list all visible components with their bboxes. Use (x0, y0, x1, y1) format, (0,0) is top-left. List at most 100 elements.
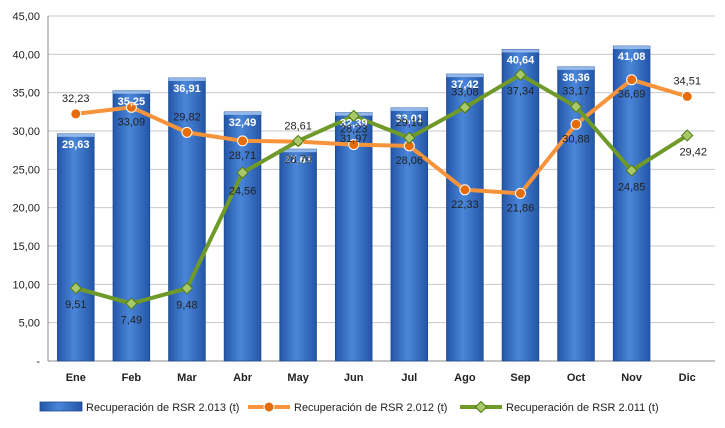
data-label: 30,88 (562, 133, 590, 145)
legend-item: Recuperación de RSR 2.013 (t) (39, 401, 239, 414)
y-tick-label: 10,00 (12, 279, 40, 291)
data-label: 29,82 (173, 111, 201, 123)
legend-label: Recuperación de RSR 2.012 (t) (294, 402, 447, 414)
series-point (403, 131, 416, 145)
y-axis: - 5,00 10,00 15,00 20,00 25,00 30,00 35,00 40,00… (12, 11, 49, 368)
bar (279, 148, 317, 362)
data-label: 21,86 (507, 202, 535, 214)
y-tick-label: 30,00 (12, 126, 40, 138)
series-point (125, 101, 137, 113)
data-label: 32,49 (229, 117, 257, 129)
data-label: 9,48 (176, 299, 197, 311)
series-point (458, 101, 472, 114)
bar-top-highlight (390, 107, 428, 111)
y-tick-label: 5,00 (19, 318, 40, 330)
data-label: 33,08 (451, 86, 479, 98)
data-labels: 29,63 35,25 36,91 32,49 27,63 32,39 33,01 37,42… (62, 51, 707, 327)
data-label: 28,61 (284, 121, 312, 133)
legend-swatch-marker (263, 401, 275, 413)
y-tick-label: 45,00 (12, 11, 40, 23)
data-label: 35,25 (118, 96, 146, 108)
data-label: 27,63 (284, 154, 312, 166)
data-label: 29,10 (396, 117, 424, 129)
y-tick-label: 15,00 (12, 241, 40, 253)
x-tick-label: Feb (122, 372, 142, 384)
data-label: 32,39 (340, 118, 368, 130)
x-tick-label: Sep (510, 372, 530, 384)
legend-label: Recuperación de RSR 2.013 (t) (86, 402, 239, 414)
series-line (75, 77, 688, 196)
x-tick-label: Jun (344, 372, 364, 384)
x-tick-label: Oct (567, 372, 586, 384)
series-point (70, 108, 82, 120)
x-tick-label: Ago (454, 372, 476, 384)
bar-top-highlight (57, 133, 95, 137)
data-label: 34,51 (673, 75, 701, 87)
data-label: 7,49 (121, 315, 142, 327)
series-line (75, 72, 689, 306)
series-point (570, 118, 582, 130)
bar-top-highlight (502, 49, 539, 53)
series-point (514, 187, 526, 199)
data-label: 28,23 (340, 124, 368, 136)
data-label: 37,42 (451, 79, 479, 91)
data-label: 29,63 (62, 139, 90, 151)
bar-top-highlight (613, 46, 650, 50)
series-point (237, 135, 249, 147)
bar (223, 111, 262, 362)
legend: Recuperación de RSR 2.013 (t) Recuperació… (39, 400, 659, 414)
bar (57, 133, 95, 362)
y-tick-label: 25,00 (12, 164, 40, 176)
bar-top-highlight (446, 74, 484, 78)
y-tick-label: - (36, 356, 40, 368)
legend-label: Recuperación de RSR 2.011 (t) (506, 402, 659, 414)
x-tick-label: May (287, 372, 309, 384)
series-point (181, 126, 193, 138)
series-point (569, 100, 583, 113)
data-label: 36,91 (173, 83, 201, 95)
x-tick-label: Mar (177, 372, 197, 384)
data-label: 41,08 (618, 51, 646, 63)
bar-top-highlight (224, 111, 261, 115)
data-label: 36,69 (618, 89, 646, 101)
bar-top-highlight (557, 66, 595, 70)
bar (334, 112, 373, 362)
data-label: 37,34 (507, 86, 535, 98)
series-point (625, 164, 638, 177)
data-label: 33,01 (396, 113, 424, 125)
data-label: 22,33 (451, 199, 479, 211)
data-label: 24,85 (618, 181, 646, 193)
data-label: 28,70 (284, 154, 312, 166)
data-label: 38,36 (562, 72, 590, 84)
data-label: 32,23 (62, 93, 90, 105)
gridlines (48, 15, 715, 362)
bar-top-highlight (279, 149, 317, 153)
series-point (180, 282, 194, 295)
legend-item: Recuperación de RSR 2.011 (t) (460, 400, 659, 414)
series-point (291, 134, 305, 148)
data-label: 9,51 (65, 299, 86, 311)
data-label: 33,17 (562, 86, 590, 98)
y-tick-label: 20,00 (12, 203, 40, 215)
x-tick-label: Jul (401, 372, 417, 384)
x-tick-label: Nov (621, 372, 643, 384)
y-tick-label: 35,00 (12, 88, 40, 100)
bar-top-highlight (168, 78, 206, 82)
x-axis: Ene Feb Mar Abr May Jun Jul Ago Sep Oct Nov Dic (66, 372, 696, 384)
legend-swatch (39, 401, 83, 412)
series-point (626, 74, 638, 86)
data-label: 40,64 (507, 54, 535, 66)
line-series (69, 68, 694, 310)
x-tick-label: Dic (679, 372, 696, 384)
x-tick-label: Abr (233, 372, 253, 384)
bar (446, 73, 484, 362)
data-label: 28,71 (229, 150, 257, 162)
data-label: 33,09 (118, 116, 146, 128)
x-tick-label: Ene (66, 372, 86, 384)
series-point (69, 281, 82, 295)
legend-swatch-marker (474, 400, 488, 414)
series-point (347, 109, 360, 123)
legend-item: Recuperación de RSR 2.012 (t) (248, 401, 447, 414)
series-point (681, 129, 694, 142)
